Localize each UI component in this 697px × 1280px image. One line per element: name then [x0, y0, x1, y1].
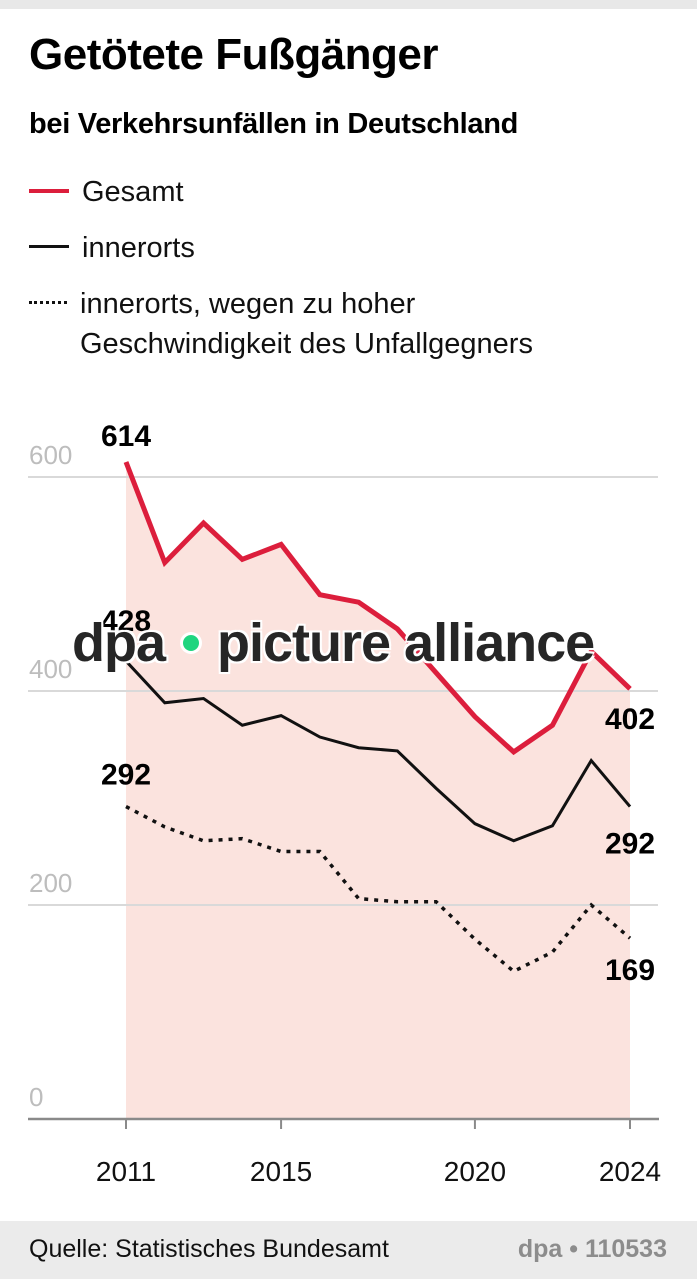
y-tick-label: 400	[29, 654, 72, 684]
data-label: 169	[605, 954, 655, 987]
data-label: 614	[101, 420, 151, 453]
legend-label-line1: innerorts, wegen zu hoher	[80, 288, 416, 320]
y-tick-label: 0	[29, 1082, 43, 1112]
x-tick-label: 2011	[96, 1156, 156, 1187]
data-label: 292	[605, 828, 655, 861]
legend-label: innerorts	[82, 232, 195, 264]
line-chart: 0 200 400 600 2011 2015 2020 2024 614 428 292 402 29…	[28, 420, 661, 1187]
line-innerorts	[124, 660, 632, 843]
watermark: dpa picture alliance	[72, 612, 595, 674]
x-tick-label: 2024	[599, 1156, 661, 1187]
watermark-dot-icon	[183, 634, 200, 651]
watermark-picture-alliance: picture alliance	[217, 613, 595, 673]
chart-title: Getötete Fußgänger	[29, 30, 439, 79]
line-gesamt	[123, 461, 632, 756]
graphic-id: dpa • 110533	[517, 1235, 667, 1263]
legend-item-innerorts: innerorts	[29, 228, 195, 268]
area-gesamt	[126, 462, 630, 1119]
legend-swatch-dotted-line	[29, 301, 67, 304]
legend-label-line2: Geschwindigkeit des Unfallgegners	[80, 328, 533, 360]
chart-subtitle: bei Verkehrsunfällen in Deutschland	[29, 108, 519, 140]
legend-swatch-black-line	[29, 245, 69, 248]
footer: Quelle: Statistisches Bundesamt dpa • 11…	[0, 1221, 697, 1279]
data-label: 402	[605, 703, 655, 736]
watermark-dpa: dpa	[72, 613, 166, 673]
source-label: Quelle: Statistisches Bundesamt	[29, 1235, 389, 1263]
legend-item-speed: innerorts, wegen zu hoher Geschwindigkei…	[29, 284, 533, 364]
legend-item-gesamt: Gesamt	[29, 172, 184, 212]
y-tick-label: 200	[29, 868, 72, 898]
legend-label-block: innerorts, wegen zu hoher Geschwindigkei…	[80, 284, 533, 364]
line-speed-related	[125, 805, 632, 974]
data-label: 428	[101, 605, 151, 638]
y-tick-label: 600	[29, 440, 72, 470]
x-tick-label: 2020	[444, 1156, 506, 1187]
data-label: 292	[101, 759, 151, 792]
top-strip	[0, 0, 697, 9]
x-tick-label: 2015	[250, 1156, 312, 1187]
legend-swatch-red-line	[29, 189, 69, 193]
legend-label: Gesamt	[82, 176, 184, 208]
